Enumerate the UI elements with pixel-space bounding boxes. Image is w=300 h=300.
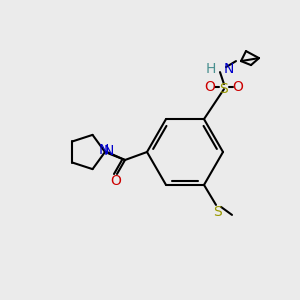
Text: O: O (232, 80, 243, 94)
Text: O: O (111, 174, 122, 188)
Text: N: N (104, 144, 114, 158)
Text: S: S (214, 205, 222, 219)
Text: O: O (205, 80, 215, 94)
Text: N: N (99, 143, 109, 157)
Text: H: H (206, 62, 216, 76)
Text: S: S (220, 82, 228, 96)
Text: N: N (224, 62, 234, 76)
